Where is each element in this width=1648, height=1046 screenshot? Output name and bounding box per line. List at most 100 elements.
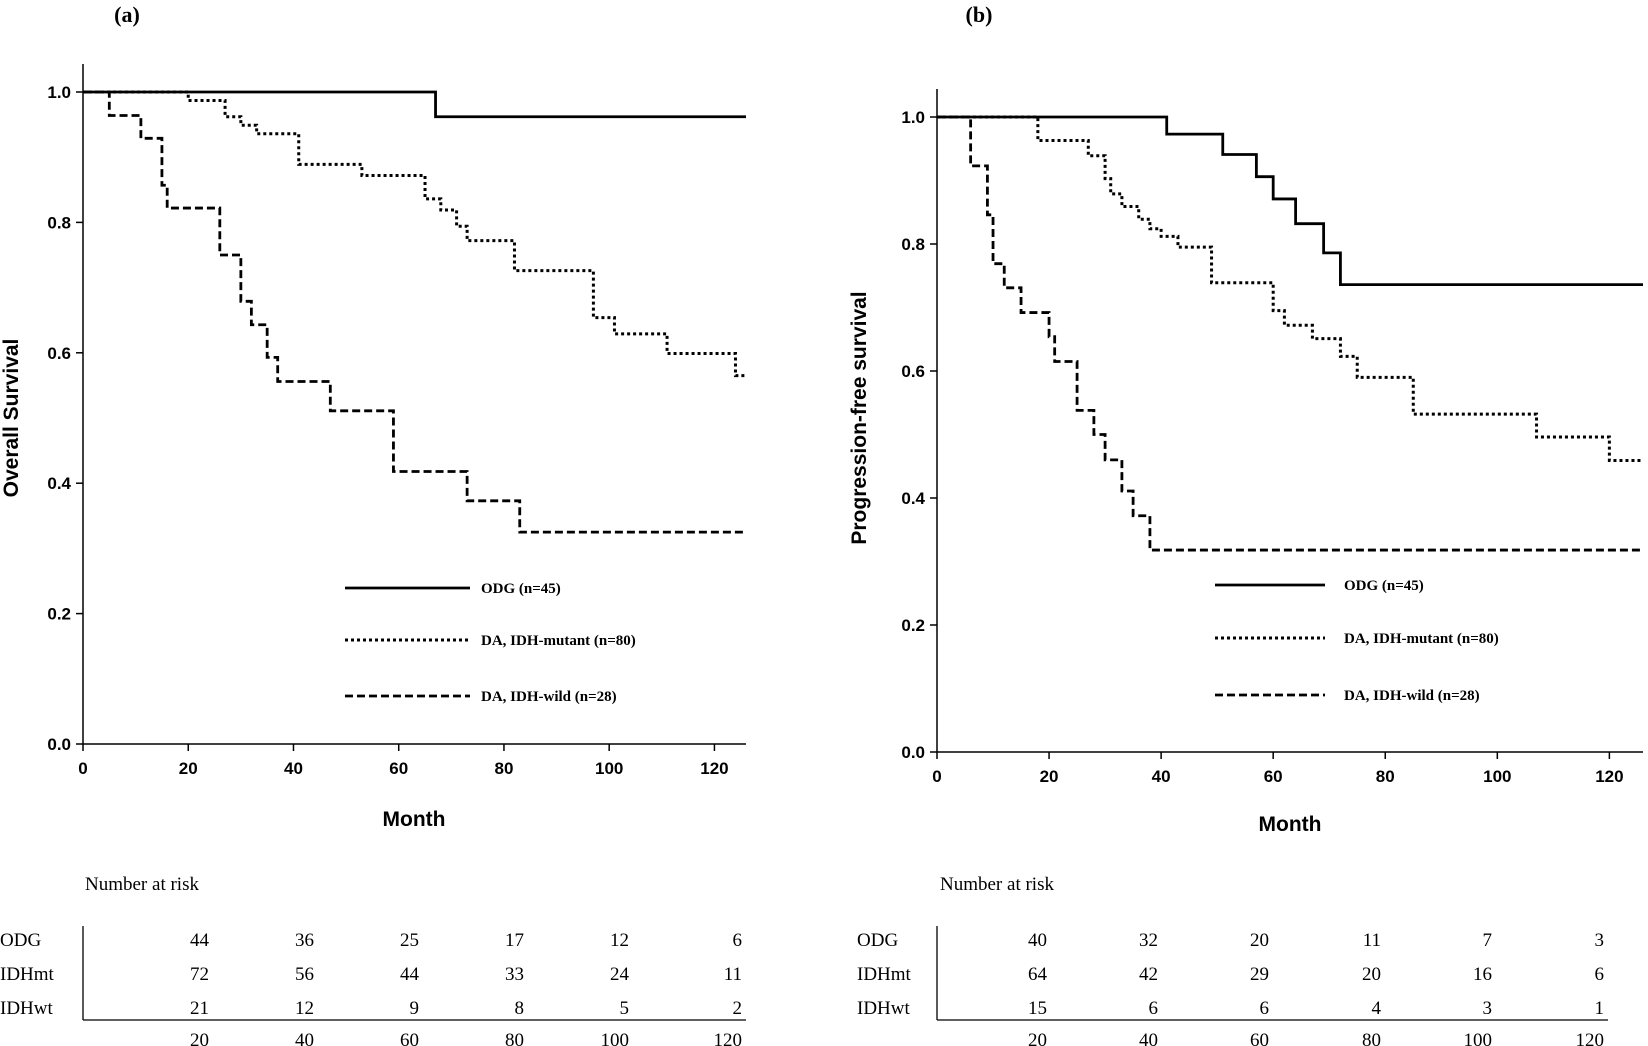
x-tick-label: 60 (1264, 767, 1283, 786)
risk-x-label: 120 (714, 1030, 743, 1046)
risk-x-label: 60 (1250, 1030, 1269, 1046)
risk-cell: 24 (610, 964, 630, 985)
panel-label: (a) (114, 2, 140, 27)
y-tick-label: 0.0 (47, 735, 71, 754)
panel-label: (b) (966, 2, 993, 27)
risk-row-label: IDHwt (0, 998, 53, 1019)
risk-x-label: 80 (505, 1030, 524, 1046)
x-tick-label: 100 (1483, 767, 1511, 786)
x-axis-title: Month (1259, 813, 1322, 836)
x-tick-label: 0 (78, 759, 87, 778)
y-tick-label: 0.8 (47, 213, 71, 232)
series-line-solid (937, 115, 1643, 287)
risk-cell: 8 (515, 998, 525, 1019)
y-tick-label: 1.0 (901, 108, 925, 127)
risk-row-label: ODG (0, 930, 41, 951)
y-tick-label: 0.0 (901, 743, 925, 762)
legend: ODG (n=45) DA, IDH-mutant (n=80) DA, IDH-w… (1215, 578, 1499, 704)
risk-cell: 20 (1250, 930, 1269, 951)
risk-cell: 25 (400, 930, 419, 951)
x-tick-label: 60 (389, 759, 408, 778)
risk-cell: 3 (1483, 998, 1493, 1019)
risk-table-title: Number at risk (940, 874, 1054, 895)
risk-cell: 6 (1260, 998, 1270, 1019)
y-tick-label: 0.8 (901, 235, 925, 254)
risk-cell: 20 (1362, 964, 1381, 985)
risk-row-label: ODG (857, 930, 898, 951)
x-tick-label: 0 (932, 767, 941, 786)
risk-x-label: 120 (1576, 1030, 1605, 1046)
series-line-dashed (83, 90, 746, 534)
risk-x-label: 60 (400, 1030, 419, 1046)
risk-cell: 11 (1363, 930, 1381, 951)
legend-entry: DA, IDH-wild (n=28) (1344, 688, 1480, 704)
risk-x-label: 100 (601, 1030, 630, 1046)
risk-cell: 12 (295, 998, 314, 1019)
risk-cell: 56 (295, 964, 314, 985)
y-tick-label: 0.6 (47, 344, 71, 363)
panel-a: (a) 0 20 40 60 80 100 120 0.0 0.2 0.4 0.6 0.8 1.0 Mont… (0, 2, 746, 1046)
risk-x-label: 20 (190, 1030, 209, 1046)
x-tick-label: 40 (284, 759, 303, 778)
x-tick-label: 100 (595, 759, 623, 778)
risk-cell: 15 (1028, 998, 1047, 1019)
risk-cell: 12 (610, 930, 629, 951)
risk-cell: 1 (1595, 998, 1605, 1019)
y-axis-title: Progression-free survival (848, 291, 871, 544)
risk-x-label: 100 (1464, 1030, 1493, 1046)
risk-x-label: 40 (295, 1030, 314, 1046)
risk-table-title: Number at risk (85, 874, 199, 895)
risk-cell: 4 (1372, 998, 1382, 1019)
risk-cell: 42 (1139, 964, 1158, 985)
risk-cell: 6 (1149, 998, 1159, 1019)
y-tick-label: 0.2 (901, 616, 925, 635)
x-tick-label: 120 (700, 759, 728, 778)
y-tick-label: 0.6 (901, 362, 925, 381)
risk-cell: 29 (1250, 964, 1269, 985)
risk-cell: 64 (1028, 964, 1048, 985)
risk-cell: 72 (190, 964, 209, 985)
series-line-dashed (937, 115, 1643, 552)
legend-entry: ODG (n=45) (481, 581, 561, 597)
risk-x-label: 20 (1028, 1030, 1047, 1046)
legend: ODG (n=45) DA, IDH-mutant (n=80) DA, IDH-w… (345, 581, 636, 705)
x-tick-label: 20 (179, 759, 198, 778)
risk-row-label: IDHmt (0, 964, 55, 985)
x-tick-label: 80 (494, 759, 513, 778)
risk-cell: 6 (733, 930, 743, 951)
series-line-dotted (83, 90, 746, 378)
risk-cell: 21 (190, 998, 209, 1019)
y-axis-title: Overall Survival (0, 339, 23, 498)
y-tick-label: 0.4 (901, 489, 925, 508)
legend-entry: DA, IDH-wild (n=28) (481, 689, 617, 705)
series-line-dotted (937, 115, 1643, 463)
series-line-solid (83, 90, 746, 119)
legend-entry: ODG (n=45) (1344, 578, 1424, 594)
risk-cell: 17 (505, 930, 524, 951)
risk-x-label: 80 (1362, 1030, 1381, 1046)
risk-cell: 7 (1483, 930, 1493, 951)
panel-b: (b)0 20 40 60 80 100 1200.00.20.40.60.81.0Mont… (848, 2, 1643, 1046)
risk-cell: 44 (400, 964, 420, 985)
risk-cell: 32 (1139, 930, 1158, 951)
y-tick-label: 1.0 (47, 83, 71, 102)
legend-entry: DA, IDH-mutant (n=80) (1344, 631, 1499, 647)
risk-cell: 11 (724, 964, 742, 985)
x-axis-title: Month (383, 808, 446, 831)
risk-cell: 36 (295, 930, 314, 951)
risk-cell: 2 (733, 998, 743, 1019)
risk-cell: 33 (505, 964, 524, 985)
risk-x-label: 40 (1139, 1030, 1158, 1046)
risk-cell: 16 (1473, 964, 1492, 985)
x-tick-label: 40 (1152, 767, 1171, 786)
x-tick-label: 120 (1595, 767, 1623, 786)
risk-row-label: IDHwt (857, 998, 910, 1019)
risk-cell: 9 (410, 998, 420, 1019)
risk-cell: 40 (1028, 930, 1047, 951)
x-tick-label: 80 (1376, 767, 1395, 786)
risk-row-label: IDHmt (857, 964, 912, 985)
y-tick-label: 0.2 (47, 605, 71, 624)
